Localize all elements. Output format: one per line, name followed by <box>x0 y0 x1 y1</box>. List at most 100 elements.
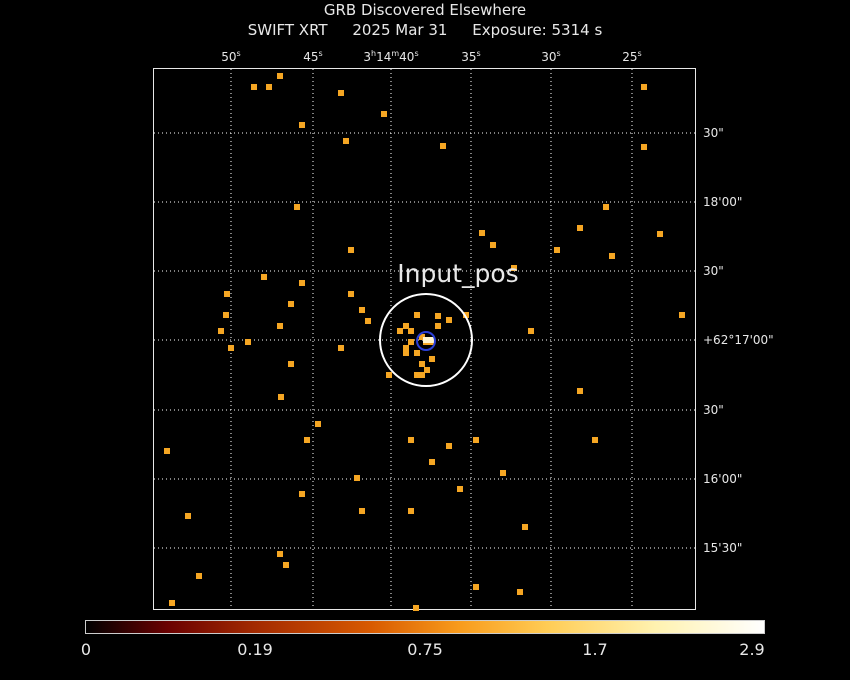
center-marker-circle <box>416 331 436 351</box>
photon-event <box>641 84 647 90</box>
photon-event <box>224 291 230 297</box>
photon-event <box>338 345 344 351</box>
photon-event <box>403 345 409 351</box>
photon-event <box>294 204 300 210</box>
photon-event <box>228 345 234 351</box>
colorbar-label: 1.7 <box>582 640 608 659</box>
photon-event <box>251 84 257 90</box>
dec-tick-label: 30" <box>703 403 724 417</box>
photon-event <box>354 475 360 481</box>
photon-event <box>348 291 354 297</box>
photon-event <box>511 265 517 271</box>
photon-event <box>424 367 430 373</box>
photon-event <box>408 328 414 334</box>
photon-event <box>278 394 284 400</box>
photon-event <box>414 372 420 378</box>
photon-event <box>479 230 485 236</box>
ra-tick-label: 25s <box>622 49 642 64</box>
photon-event <box>288 361 294 367</box>
ra-tick-label: 45s <box>303 49 323 64</box>
photon-event <box>440 143 446 149</box>
photon-event <box>413 605 419 611</box>
photon-event <box>223 312 229 318</box>
photon-event <box>641 144 647 150</box>
photon-event <box>609 253 615 259</box>
photon-event <box>299 122 305 128</box>
photon-event <box>679 312 685 318</box>
photon-event <box>299 491 305 497</box>
colorbar-label: 2.9 <box>739 640 765 659</box>
colorbar-label: 0 <box>80 640 92 659</box>
photon-event <box>169 600 175 606</box>
photon-event <box>397 328 403 334</box>
photon-event <box>403 323 409 329</box>
photon-event <box>446 443 452 449</box>
photon-event <box>419 334 425 340</box>
photon-event <box>657 231 663 237</box>
photon-event <box>381 111 387 117</box>
photon-event <box>277 551 283 557</box>
ra-tick-label: 30s <box>541 49 561 64</box>
image-frame <box>153 68 696 610</box>
photon-event <box>577 388 583 394</box>
photon-event <box>435 313 441 319</box>
ra-tick-label: 35s <box>461 49 481 64</box>
instrument-label: SWIFT XRT <box>247 21 328 39</box>
photon-event <box>435 323 441 329</box>
photon-event <box>429 356 435 362</box>
photon-event <box>365 318 371 324</box>
photon-event <box>414 350 420 356</box>
photon-event <box>408 437 414 443</box>
photon-event <box>457 486 463 492</box>
photon-event <box>473 437 479 443</box>
photon-event <box>429 459 435 465</box>
photon-event <box>299 280 305 286</box>
photon-event <box>164 448 170 454</box>
photon-event <box>338 90 344 96</box>
photon-event <box>386 372 392 378</box>
photon-event <box>403 350 409 356</box>
dec-tick-label: 15'30" <box>703 541 743 555</box>
photon-event <box>304 437 310 443</box>
photon-event <box>408 508 414 514</box>
photon-event <box>359 307 365 313</box>
photon-event-bright <box>429 337 435 343</box>
region-label: Input_pos <box>397 259 518 288</box>
date-label: 2025 Mar 31 <box>352 21 448 39</box>
photon-event-bright <box>423 337 429 343</box>
photon-event <box>408 339 414 345</box>
photon-event <box>261 274 267 280</box>
photon-event <box>196 573 202 579</box>
dec-tick-label: 30" <box>703 126 724 140</box>
image-title: GRB Discovered Elsewhere <box>323 1 527 19</box>
source-region-circle[interactable] <box>379 293 473 387</box>
photon-event <box>218 328 224 334</box>
photon-event <box>522 524 528 530</box>
photon-event <box>419 361 425 367</box>
photon-event <box>185 513 191 519</box>
photon-event <box>348 247 354 253</box>
dec-tick-label: +62°17'00" <box>703 333 774 347</box>
photon-event <box>359 508 365 514</box>
photon-event <box>277 323 283 329</box>
photon-event <box>577 225 583 231</box>
photon-event <box>343 138 349 144</box>
dec-tick-label: 30" <box>703 264 724 278</box>
photon-event <box>245 339 251 345</box>
exposure-label: Exposure: 5314 s <box>472 21 603 39</box>
colorbar <box>85 620 765 634</box>
photon-event <box>446 317 452 323</box>
photon-event <box>277 73 283 79</box>
photon-event <box>419 372 425 378</box>
photon-event <box>592 437 598 443</box>
photon-event <box>414 312 420 318</box>
photon-event <box>554 247 560 253</box>
image-subtitle: SWIFT XRT 2025 Mar 31 Exposure: 5314 s <box>0 21 850 39</box>
photon-events <box>164 73 685 611</box>
photon-event <box>463 312 469 318</box>
photon-event <box>528 328 534 334</box>
photon-event <box>517 589 523 595</box>
ra-tick-label: 3h14m40s <box>363 49 419 64</box>
photon-event <box>283 562 289 568</box>
